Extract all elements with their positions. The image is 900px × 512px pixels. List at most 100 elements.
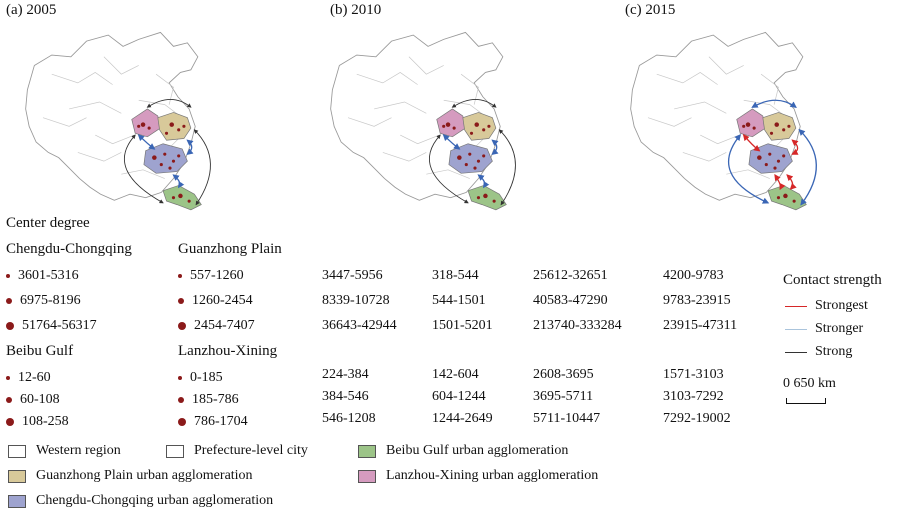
city-dot [442, 124, 446, 128]
lanzhou-swatch [358, 469, 376, 483]
city-dot [476, 159, 481, 163]
medium-dot-icon [178, 397, 184, 403]
province-boundary [656, 72, 718, 85]
lx-range-3: 786-1704 [178, 414, 248, 430]
city-dot [169, 122, 174, 127]
large-dot-icon [178, 322, 186, 330]
medium-dot-icon [6, 298, 12, 304]
legend-lanzhou: Lanzhou-Xining urban agglomeration [358, 468, 598, 484]
cc-range-3: 51764-56317 [6, 318, 97, 334]
china-map-svg [25, 31, 211, 211]
small-dot-icon [178, 274, 182, 278]
province-boundary [708, 56, 744, 75]
cc-range-2: 6975-8196 [6, 293, 81, 309]
group-beibu-gulf: Beibu Gulf [6, 343, 74, 359]
range-cell: 3695-5711 [533, 389, 594, 404]
legend-beibu-gulf: Beibu Gulf urban agglomeration [358, 443, 568, 459]
contact-arrow [477, 174, 490, 189]
small-dot-icon [178, 376, 182, 380]
contact-arrow [428, 134, 469, 204]
city-dot [468, 152, 472, 156]
city-dot [464, 163, 468, 167]
lx-range-1: 0-185 [178, 370, 223, 386]
city-dot [792, 199, 796, 203]
city-dot [178, 193, 183, 199]
city-dot [152, 155, 157, 160]
range-cell: 2608-3695 [533, 367, 594, 382]
city-dot [473, 166, 477, 170]
panel-title-2015: (c) 2015 [625, 2, 676, 18]
province-boundary [374, 101, 427, 114]
province-boundary [51, 72, 113, 85]
range-cell: 4200-9783 [663, 268, 724, 283]
city-dot [764, 163, 768, 167]
gz-range-1: 557-1260 [178, 268, 244, 284]
province-boundary [700, 134, 740, 145]
range-cell: 1571-3103 [663, 367, 724, 382]
range-cell: 8339-10728 [322, 293, 390, 308]
city-dot [171, 196, 176, 200]
light-blue-line-icon [785, 328, 807, 330]
province-boundary [682, 152, 727, 162]
range-cell: 3103-7292 [663, 389, 724, 404]
chengdu-swatch [8, 494, 26, 508]
city-dot [483, 193, 488, 199]
black-line-icon [785, 351, 807, 353]
guanzhong-swatch [8, 469, 26, 483]
contact-stronger: Stronger [785, 321, 863, 337]
city-dot [457, 155, 462, 160]
medium-dot-icon [6, 397, 12, 403]
province-boundary [674, 101, 727, 114]
range-cell: 604-1244 [432, 389, 486, 404]
city-dot [745, 122, 751, 127]
scale-bar [786, 398, 826, 404]
contact-strength-title: Contact strength [783, 272, 882, 288]
city-dot [482, 128, 486, 132]
city-dot [171, 159, 176, 163]
city-dot [469, 131, 474, 135]
province-boundary [347, 117, 392, 127]
group-guanzhong-plain: Guanzhong Plain [178, 241, 282, 257]
contact-arrow [193, 129, 211, 206]
contact-strongest: Strongest [785, 298, 868, 314]
city-dot [487, 124, 491, 128]
map-2005 [0, 22, 260, 222]
city-dot [742, 124, 746, 128]
contact-strong: Strong [785, 344, 852, 360]
city-dot [445, 122, 451, 127]
scale-label: 0 650 km [783, 376, 836, 391]
city-dot [787, 124, 791, 128]
province-boundary [647, 117, 692, 127]
province-boundary [103, 56, 139, 75]
contact-arrow [186, 139, 194, 155]
legend-chengdu: Chengdu-Chongqing urban agglomeration [8, 493, 273, 509]
group-lanzhou-xining: Lanzhou-Xining [178, 343, 278, 359]
province-boundary [42, 117, 87, 127]
range-cell: 213740-333284 [533, 318, 622, 333]
city-dot [774, 122, 779, 127]
range-cell: 546-1208 [322, 411, 376, 426]
city-dot [776, 196, 781, 200]
range-cell: 318-544 [432, 268, 479, 283]
city-dot [177, 128, 181, 132]
large-dot-icon [178, 418, 186, 426]
range-cell: 36643-42944 [322, 318, 397, 333]
contact-arrow [786, 174, 797, 190]
city-dot [769, 131, 774, 135]
province-boundary [69, 101, 122, 114]
city-dot [182, 124, 186, 128]
city-dot [492, 199, 496, 203]
legend-prefecture-city: Prefecture-level city [166, 443, 308, 459]
city-dot [168, 166, 172, 170]
contact-arrow [727, 134, 770, 204]
small-dot-icon [6, 376, 10, 380]
beibu-gulf-region [467, 185, 507, 211]
range-cell: 5711-10447 [533, 411, 601, 426]
city-dot [474, 122, 479, 127]
cc-range-1: 3601-5316 [6, 268, 79, 284]
gz-range-3: 2454-7407 [178, 318, 255, 334]
contact-arrow [498, 129, 516, 206]
city-dot [783, 193, 788, 199]
range-cell: 9783-23915 [663, 293, 731, 308]
map-2015 [605, 22, 865, 222]
